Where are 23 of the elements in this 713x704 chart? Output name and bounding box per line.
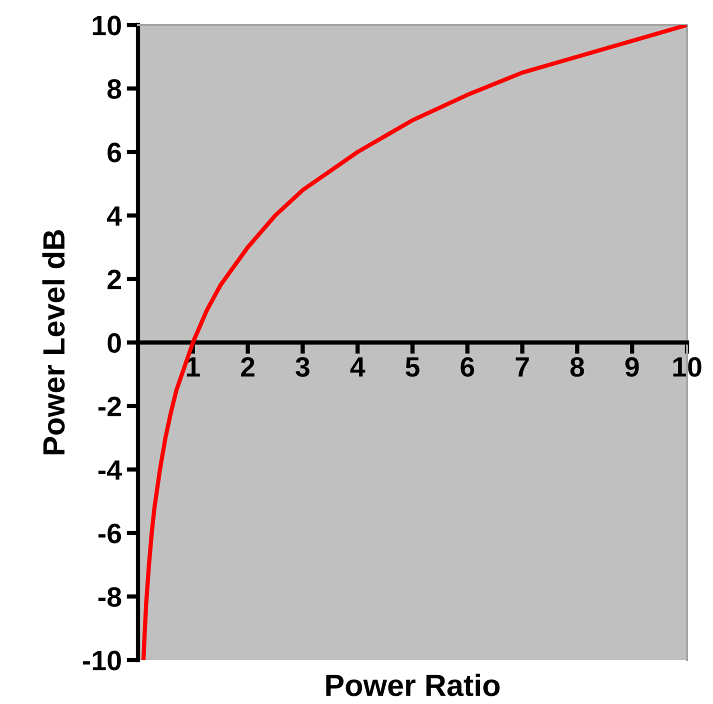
y-tick-label: 8: [107, 79, 122, 99]
y-tick-label: 10: [92, 16, 121, 36]
x-tick-label: 10: [673, 357, 702, 377]
x-tick-label: 7: [516, 357, 529, 377]
y-tick-label: -8: [98, 587, 122, 607]
x-tick-label: 2: [241, 357, 254, 377]
x-tick-label: 3: [296, 357, 310, 377]
x-tick-label: 5: [406, 357, 420, 377]
x-tick-label: 1: [186, 357, 200, 377]
y-tick-label: 6: [108, 142, 122, 162]
x-tick-label: 8: [570, 357, 584, 377]
y-tick-label: -4: [98, 460, 122, 480]
y-axis-title: Power Level dB: [42, 230, 65, 454]
y-tick-label: 0: [108, 333, 121, 353]
y-tick-label: -10: [82, 650, 121, 670]
x-tick-label: 9: [625, 357, 639, 377]
x-tick-label: 6: [460, 357, 474, 377]
x-axis-title: Power Ratio: [326, 674, 500, 696]
x-tick-label: 4: [350, 357, 366, 377]
y-tick-label: -6: [98, 524, 122, 544]
y-tick-label: -2: [98, 396, 121, 416]
y-tick-label: 2: [108, 270, 121, 290]
y-tick-label: 4: [107, 206, 122, 226]
